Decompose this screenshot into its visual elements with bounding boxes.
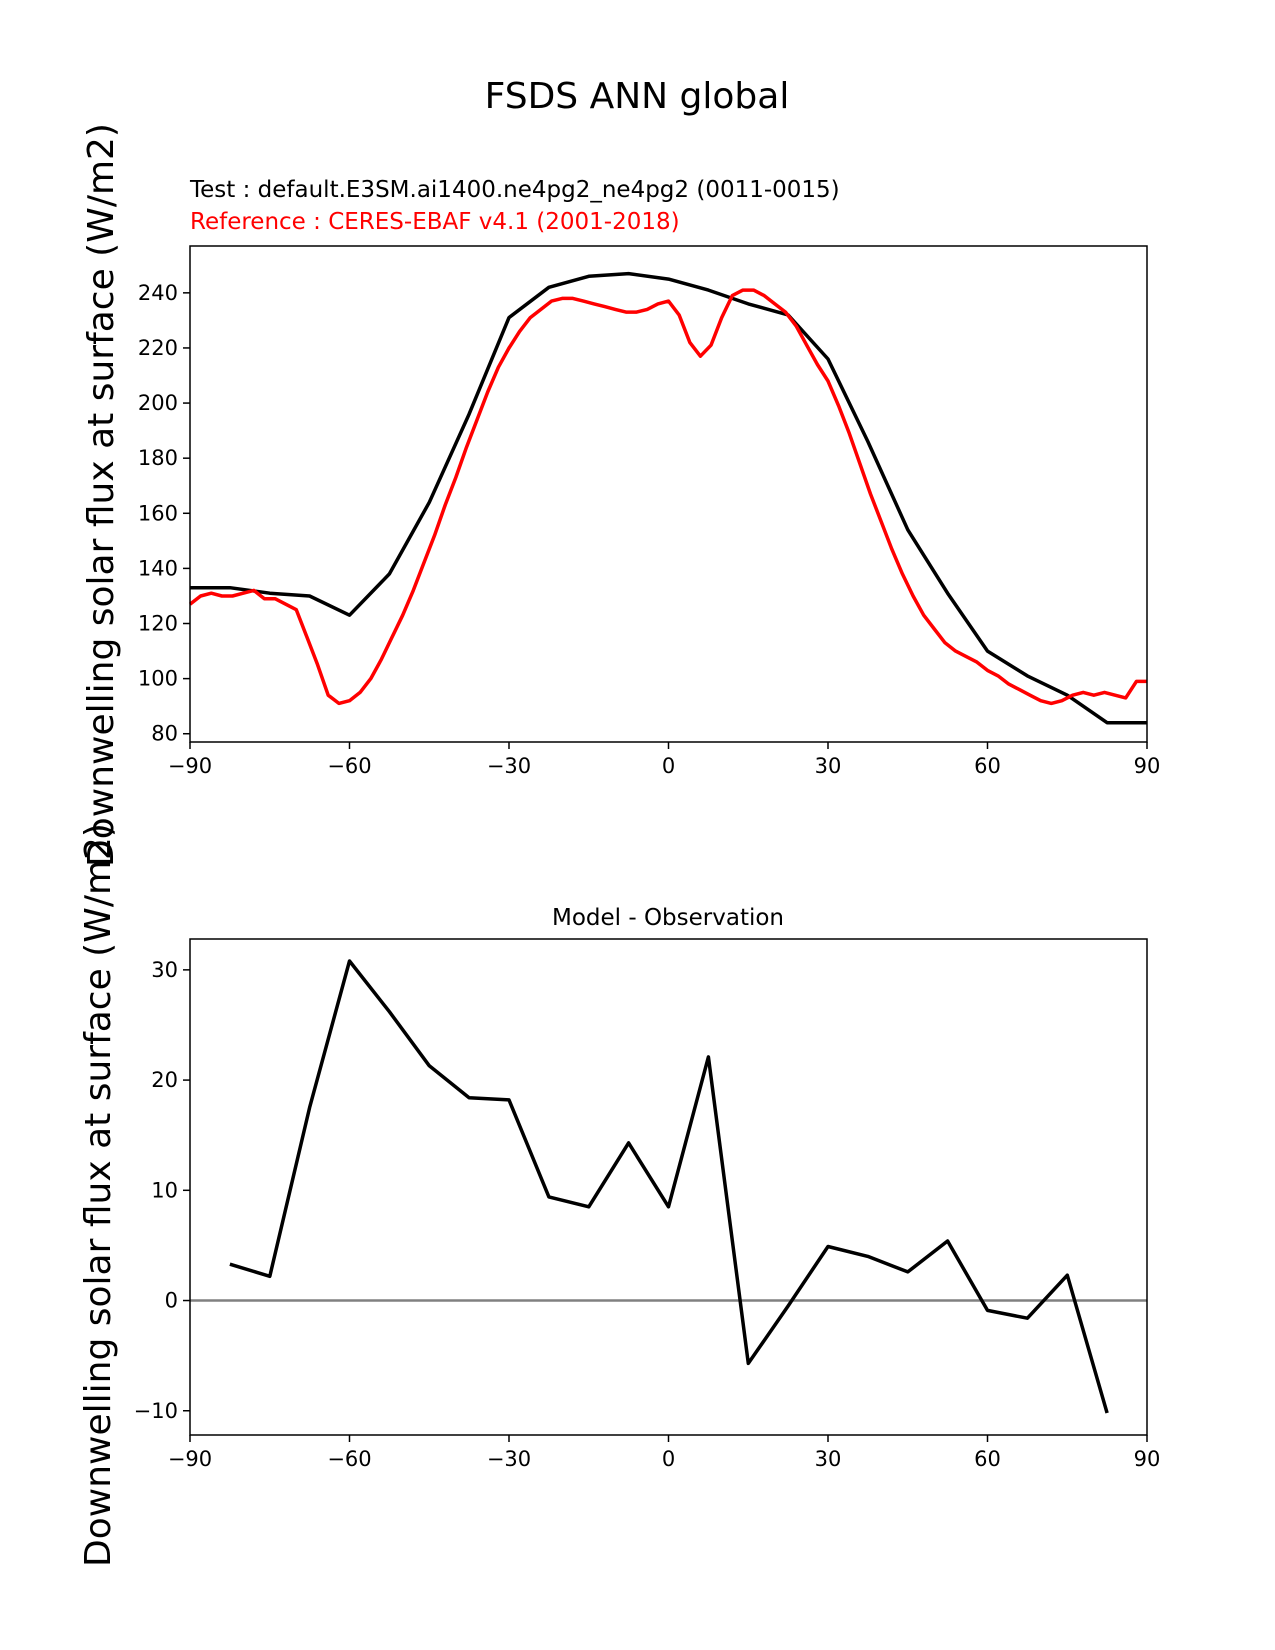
bottom-panel: Model - Observation −90 −60 −30 0 30 60 90 −10 0…	[78, 823, 1160, 1567]
p0-xtick-label: 0	[662, 754, 675, 778]
p0-test-line	[190, 271, 1147, 725]
p0-ytick-label: 160	[138, 501, 178, 525]
test-label: Test : default.E3SM.ai1400.ne4pg2_ne4pg2…	[189, 177, 840, 203]
p1-xtick-label: −60	[327, 1447, 371, 1471]
p0-ytick-label: 220	[138, 336, 178, 360]
p0-axes-frame	[189, 245, 1148, 743]
p0-ytick-label: 200	[138, 391, 178, 415]
p0-xtick-label: −90	[168, 754, 212, 778]
top-panel: Test : default.E3SM.ai1400.ne4pg2_ne4pg2…	[81, 123, 1160, 867]
p1-ytick-label: −10	[134, 1399, 178, 1423]
reference-label: Reference : CERES-EBAF v4.1 (2001-2018)	[190, 209, 680, 235]
p0-reference-line	[188, 288, 1147, 706]
p0-xtick-label: −30	[487, 754, 531, 778]
p1-ytick-label: 10	[151, 1178, 178, 1202]
p1-ytick-label: 20	[151, 1068, 178, 1092]
p0-ytick-label: 180	[138, 446, 178, 470]
top-ylabel: Downwelling solar flux at surface (W/m2)	[81, 123, 122, 867]
figure-title: FSDS ANN global	[485, 76, 790, 117]
p0-ytick-label: 120	[138, 612, 178, 636]
p0-xtick-label: 30	[815, 754, 842, 778]
p1-xtick-label: 30	[815, 1447, 842, 1471]
p0-xtick-label: 60	[974, 754, 1001, 778]
p1-xtick-label: 90	[1134, 1447, 1161, 1471]
bottom-panel-title: Model - Observation	[552, 905, 784, 931]
bottom-ylabel: Downwelling solar flux at surface (W/m2)	[78, 823, 119, 1567]
p0-ytick-label: 240	[138, 281, 178, 305]
p0-ytick-label: 140	[138, 556, 178, 580]
p1-xtick-label: 0	[662, 1447, 675, 1471]
p0-ytick-label: 100	[138, 667, 178, 691]
p1-test-line	[229, 959, 1109, 1414]
top-plot-area: −90 −60 −30 0 30 60 90 80 100 120 140 160 180 200 220 2…	[138, 245, 1161, 778]
bottom-plot-area: −90 −60 −30 0 30 60 90 −10 0 10 20 30	[134, 938, 1161, 1471]
p0-xtick-label: −60	[327, 754, 371, 778]
p1-xtick-label: 60	[974, 1447, 1001, 1471]
p1-ytick-label: 0	[165, 1289, 178, 1313]
p1-ytick-label: 30	[151, 958, 178, 982]
p1-xtick-label: −90	[168, 1447, 212, 1471]
p0-ytick-label: 80	[151, 722, 178, 746]
p1-xtick-label: −30	[487, 1447, 531, 1471]
p0-xtick-label: 90	[1134, 754, 1161, 778]
